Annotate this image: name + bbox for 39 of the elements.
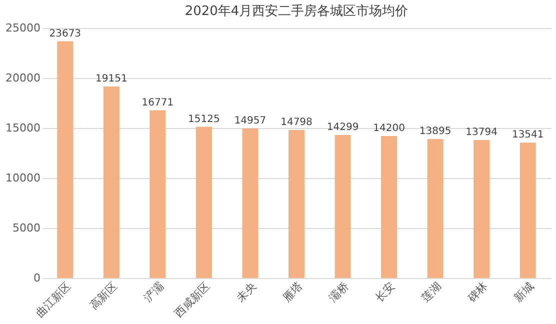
x-tick-label: 高新区: [87, 280, 120, 312]
x-tick-label: 雁塔: [280, 280, 305, 305]
data-label: 14957: [234, 115, 266, 126]
bar: [150, 110, 166, 278]
x-tick-label: 长安: [372, 280, 398, 305]
x-tick-label: 新城: [512, 280, 536, 305]
bar: [288, 130, 304, 278]
data-label: 19151: [96, 73, 128, 84]
bar: [474, 140, 490, 278]
y-tick-label: 5000: [12, 222, 40, 234]
bar: [57, 41, 74, 278]
x-tick-label: 浐灞: [141, 280, 166, 305]
bar: [242, 128, 258, 278]
x-tick-label: 未央: [234, 280, 259, 305]
data-label: 13541: [512, 130, 544, 141]
x-tick-label: 灞桥: [326, 280, 352, 305]
x-tick-label: 碑林: [464, 280, 490, 306]
y-tick-label: 0: [34, 272, 40, 284]
bar: [427, 139, 444, 278]
x-tick-label: 莲湖: [419, 280, 444, 305]
bar: [334, 135, 351, 278]
data-label: 14798: [280, 117, 312, 128]
y-tick-label: 25000: [6, 22, 40, 34]
bar: [520, 142, 536, 278]
data-label: 14299: [326, 122, 359, 134]
bar: [103, 86, 120, 278]
chart-title: 2020年4月西安二手房各城区市场均价: [184, 3, 408, 19]
data-label: 14200: [373, 123, 405, 134]
y-tick-label: 15000: [6, 122, 40, 134]
y-tick-label: 20000: [6, 72, 40, 84]
x-tick-label: 西咸新区: [172, 280, 212, 320]
bar: [381, 136, 398, 278]
data-label: 13794: [466, 127, 498, 138]
data-label: 13895: [419, 126, 452, 138]
data-label: 15125: [188, 114, 220, 125]
bar: [196, 126, 212, 278]
data-label: 16771: [142, 97, 174, 108]
y-tick-label: 10000: [6, 172, 40, 184]
data-label: 23673: [49, 28, 82, 40]
